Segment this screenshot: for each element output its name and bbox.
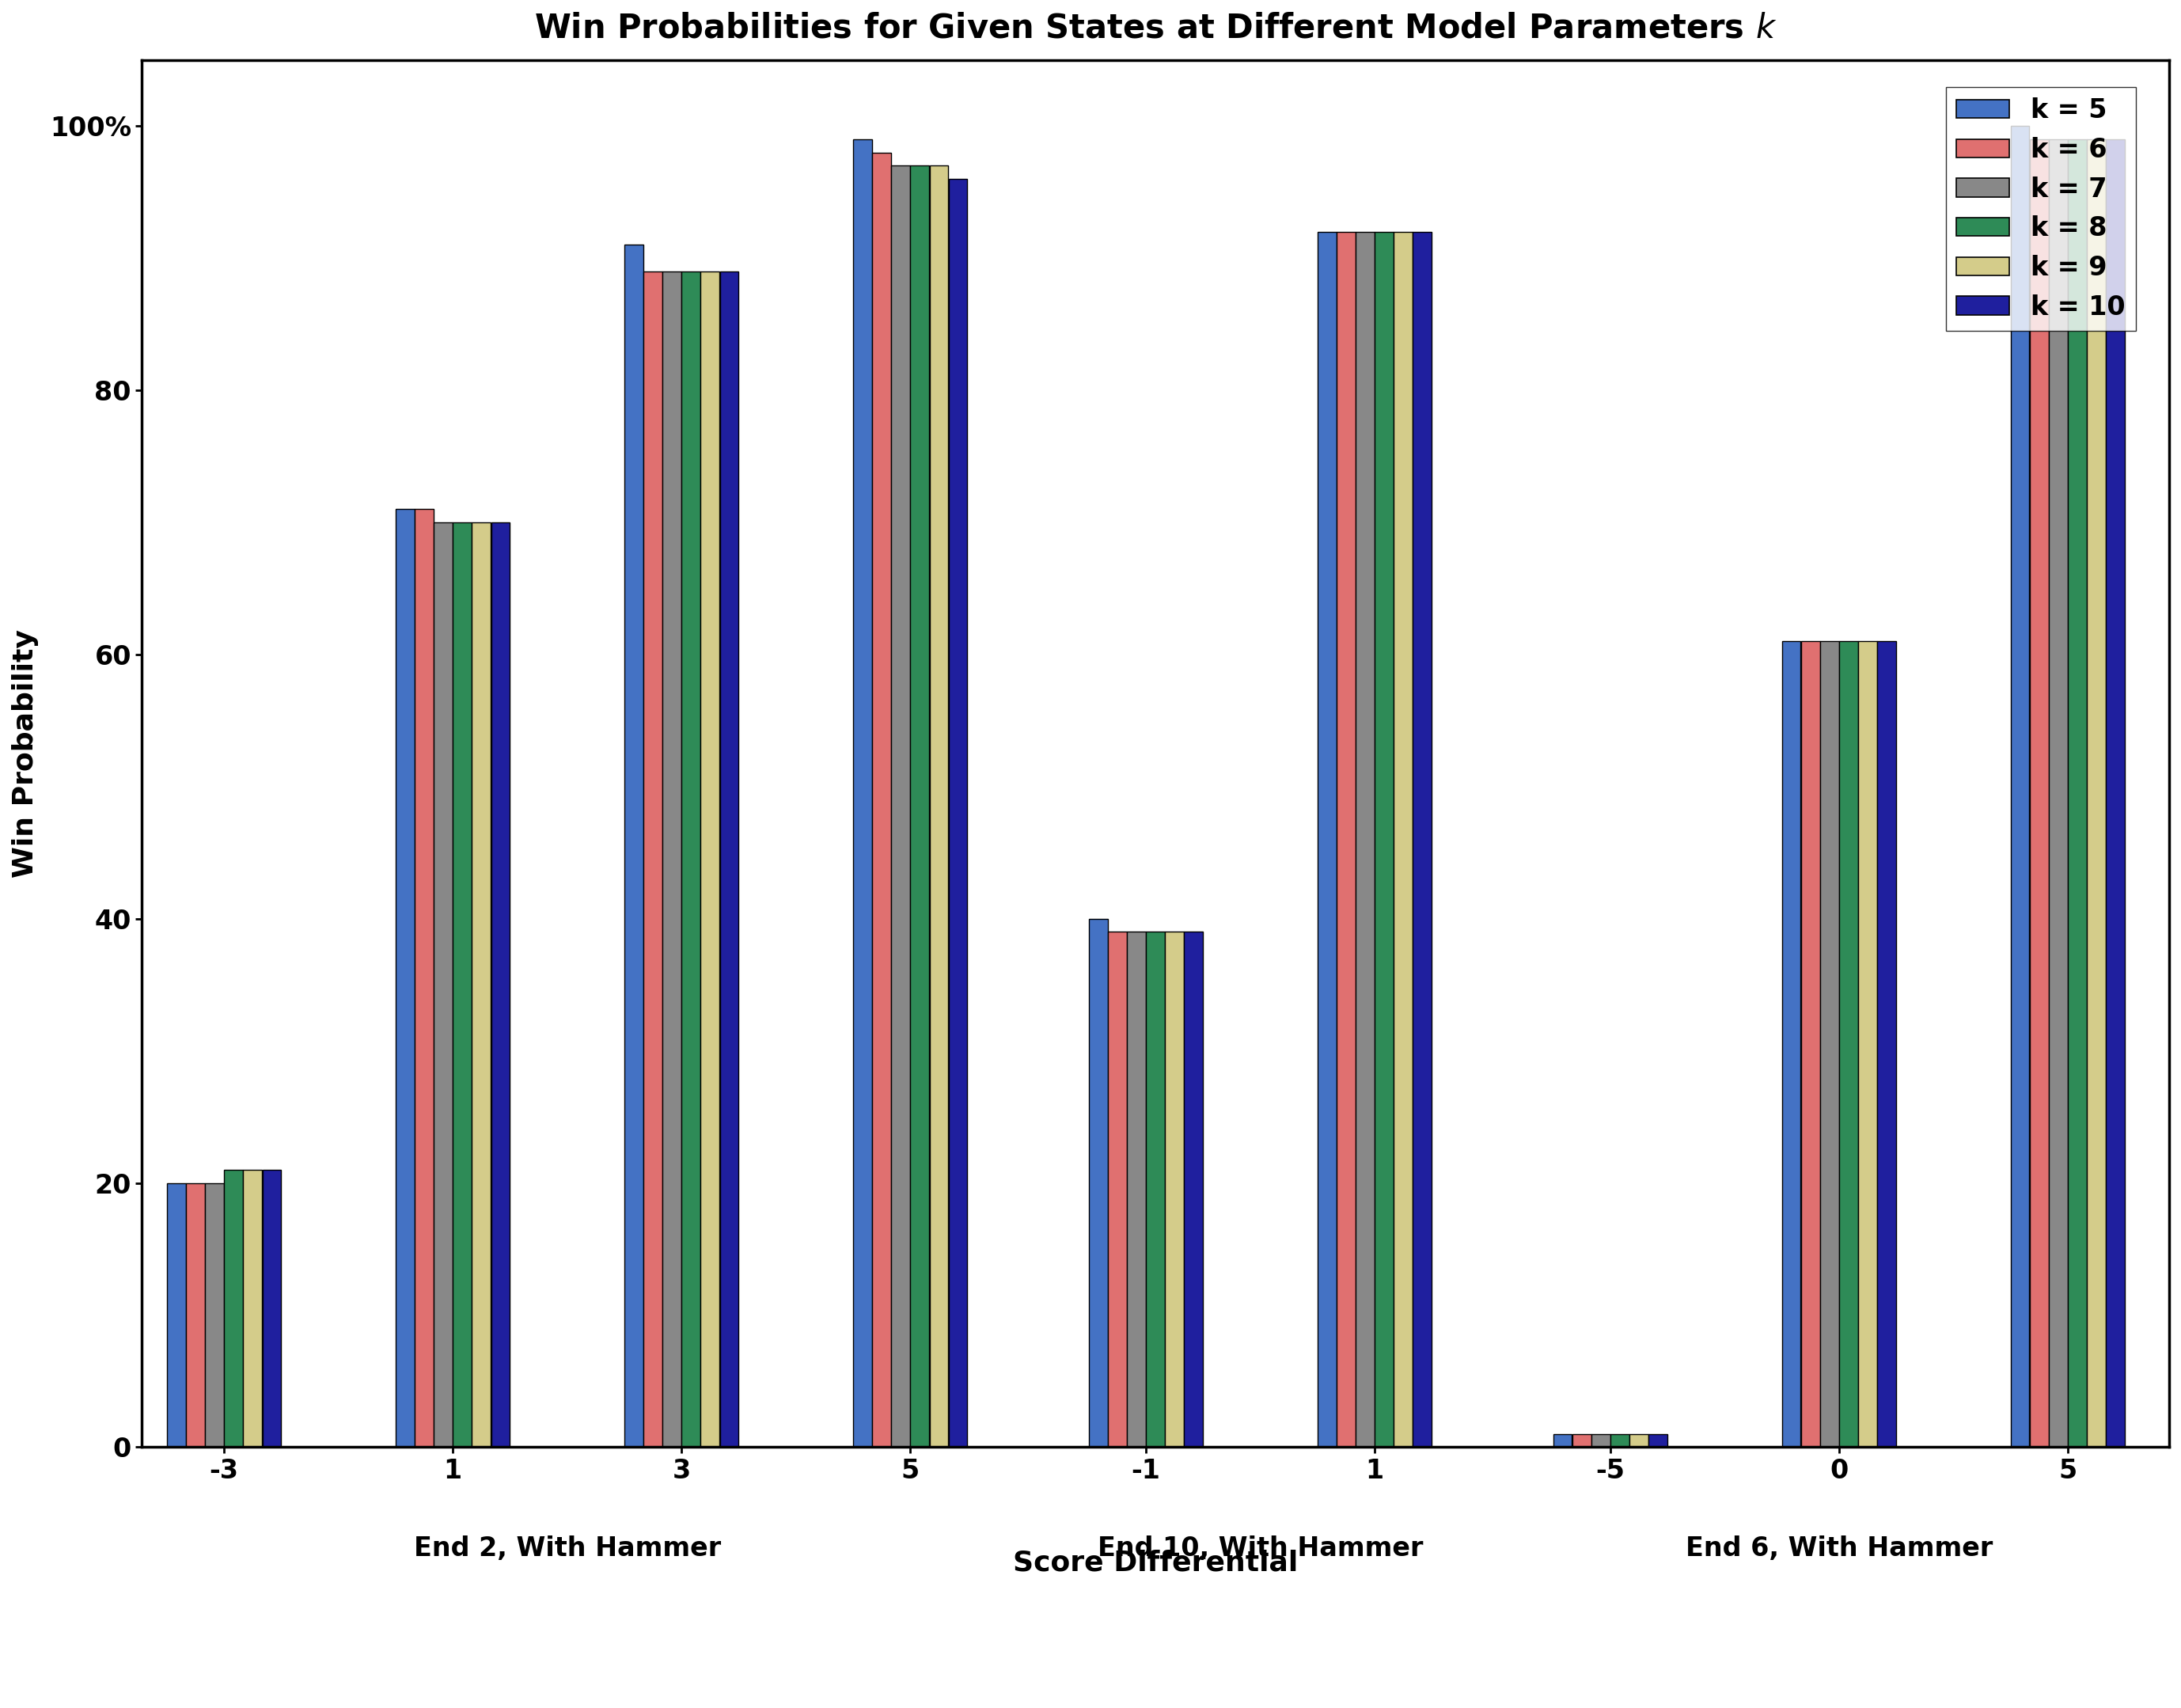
Bar [244, 1170, 262, 1447]
Bar [1573, 1435, 1592, 1447]
Bar [1858, 640, 1878, 1447]
Bar [683, 272, 700, 1447]
Bar [1394, 232, 1413, 1447]
Bar [1128, 933, 1145, 1447]
Bar [643, 272, 663, 1447]
Bar [892, 166, 909, 1447]
Bar [909, 166, 929, 1447]
Bar [471, 523, 491, 1447]
Bar [1553, 1435, 1573, 1447]
Title: Win Probabilities for Given States at Different Model Parameters $\mathit{k}$: Win Probabilities for Given States at Di… [534, 12, 1778, 44]
Text: End 6, With Hammer: End 6, With Hammer [1686, 1535, 1993, 1561]
Bar [2068, 140, 2087, 1447]
Bar [1374, 232, 1394, 1447]
Bar [2048, 140, 2068, 1447]
Bar [2107, 140, 2124, 1447]
Legend: k = 5, k = 6, k = 7, k = 8, k = 9, k = 10: k = 5, k = 6, k = 7, k = 8, k = 9, k = 1… [1945, 87, 2135, 331]
Text: End 2, With Hammer: End 2, With Hammer [414, 1535, 720, 1561]
Bar [434, 523, 454, 1447]
Bar [872, 152, 892, 1447]
Bar [205, 1184, 225, 1447]
Bar [454, 523, 471, 1447]
Bar [1145, 933, 1165, 1447]
Bar [225, 1170, 242, 1447]
Bar [1184, 933, 1204, 1447]
X-axis label: Score Differential: Score Differential [1012, 1549, 1298, 1576]
Bar [491, 523, 510, 1447]
Bar [395, 509, 414, 1447]
Bar [168, 1184, 185, 1447]
Bar [1108, 933, 1128, 1447]
Bar [1821, 640, 1839, 1447]
Bar [1878, 640, 1895, 1447]
Bar [853, 140, 872, 1447]
Bar [1649, 1435, 1666, 1447]
Bar [262, 1170, 281, 1447]
Bar [1165, 933, 1184, 1447]
Y-axis label: Win Probability: Win Probability [11, 629, 39, 878]
Bar [1782, 640, 1802, 1447]
Bar [949, 179, 966, 1447]
Bar [700, 272, 720, 1447]
Bar [1610, 1435, 1629, 1447]
Bar [1317, 232, 1337, 1447]
Bar [624, 244, 643, 1447]
Bar [1413, 232, 1431, 1447]
Bar [2011, 126, 2031, 1447]
Bar [414, 509, 434, 1447]
Bar [1357, 232, 1374, 1447]
Bar [1592, 1435, 1610, 1447]
Bar [185, 1184, 205, 1447]
Bar [2087, 140, 2105, 1447]
Bar [1337, 232, 1354, 1447]
Bar [663, 272, 680, 1447]
Bar [929, 166, 949, 1447]
Bar [2031, 140, 2048, 1447]
Bar [720, 272, 739, 1447]
Text: End 10, With Hammer: End 10, With Hammer [1097, 1535, 1422, 1561]
Bar [1802, 640, 1819, 1447]
Bar [1088, 919, 1108, 1447]
Bar [1629, 1435, 1649, 1447]
Bar [1839, 640, 1858, 1447]
